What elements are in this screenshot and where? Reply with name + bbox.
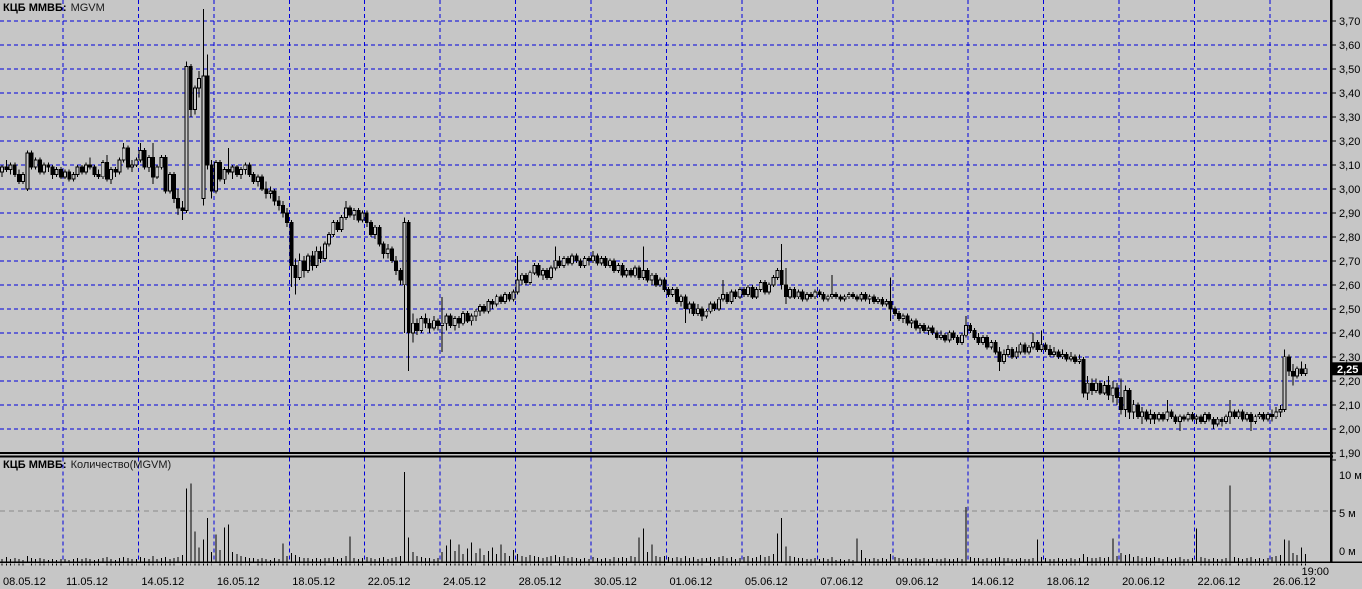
svg-text:01.06.12: 01.06.12 (669, 576, 712, 588)
svg-text:30.05.12: 30.05.12 (594, 576, 637, 588)
svg-text:2,80: 2,80 (1339, 232, 1360, 244)
svg-text:3,20: 3,20 (1339, 136, 1360, 148)
time-axis: 08.05.12 11.05.12 14.05.12 16.05.12 18.05.12… (0, 561, 1362, 588)
svg-text:24.05.12: 24.05.12 (443, 576, 486, 588)
volume-axis: 10 м 5 м 0 м (1332, 459, 1362, 563)
svg-text:08.05.12: 08.05.12 (3, 576, 46, 588)
svg-text:2,40: 2,40 (1339, 328, 1360, 340)
svg-text:11.05.12: 11.05.12 (66, 576, 108, 588)
svg-text:26.06.12: 26.06.12 (1273, 576, 1316, 588)
svg-text:2,25: 2,25 (1337, 364, 1358, 376)
svg-text:1,90: 1,90 (1339, 448, 1360, 460)
svg-text:19:00: 19:00 (1301, 566, 1329, 578)
svg-text:5 м: 5 м (1339, 508, 1356, 520)
svg-text:2,20: 2,20 (1339, 376, 1360, 388)
svg-text:3,30: 3,30 (1339, 112, 1360, 124)
svg-text:2,10: 2,10 (1339, 400, 1360, 412)
svg-text:3,00: 3,00 (1339, 184, 1360, 196)
svg-text:2,00: 2,00 (1339, 424, 1360, 436)
svg-text:20.06.12: 20.06.12 (1122, 576, 1165, 588)
svg-text:18.06.12: 18.06.12 (1047, 576, 1090, 588)
svg-text:3,10: 3,10 (1339, 160, 1360, 172)
svg-text:2,50: 2,50 (1339, 304, 1360, 316)
svg-text:18.05.12: 18.05.12 (292, 576, 335, 588)
svg-text:07.06.12: 07.06.12 (820, 576, 863, 588)
svg-text:05.06.12: 05.06.12 (745, 576, 788, 588)
grid (0, 0, 1331, 562)
svg-text:3,70: 3,70 (1339, 16, 1360, 28)
volume-bars (1, 472, 1307, 562)
svg-text:2,70: 2,70 (1339, 256, 1360, 268)
svg-text:2,90: 2,90 (1339, 208, 1360, 220)
svg-text:3,50: 3,50 (1339, 64, 1360, 76)
svg-text:22.06.12: 22.06.12 (1198, 576, 1241, 588)
svg-text:2,60: 2,60 (1339, 280, 1360, 292)
candles (0, 8, 1308, 432)
svg-text:3,60: 3,60 (1339, 40, 1360, 52)
svg-text:22.05.12: 22.05.12 (368, 576, 411, 588)
svg-text:14.05.12: 14.05.12 (141, 576, 184, 588)
svg-text:10 м: 10 м (1339, 470, 1362, 482)
svg-text:28.05.12: 28.05.12 (519, 576, 562, 588)
svg-text:14.06.12: 14.06.12 (971, 576, 1014, 588)
svg-text:0 м: 0 м (1339, 546, 1356, 558)
svg-text:2,30: 2,30 (1339, 352, 1360, 364)
current-price-tag: 2,25 (1332, 362, 1362, 376)
price-axis: 3,70 3,60 3,50 3,40 3,30 3,20 3,10 3,00 2,90 2,80… (1330, 0, 1360, 563)
svg-text:16.05.12: 16.05.12 (217, 576, 260, 588)
svg-text:3,40: 3,40 (1339, 88, 1360, 100)
svg-text:09.06.12: 09.06.12 (896, 576, 939, 588)
pane-separator[interactable] (0, 452, 1333, 458)
